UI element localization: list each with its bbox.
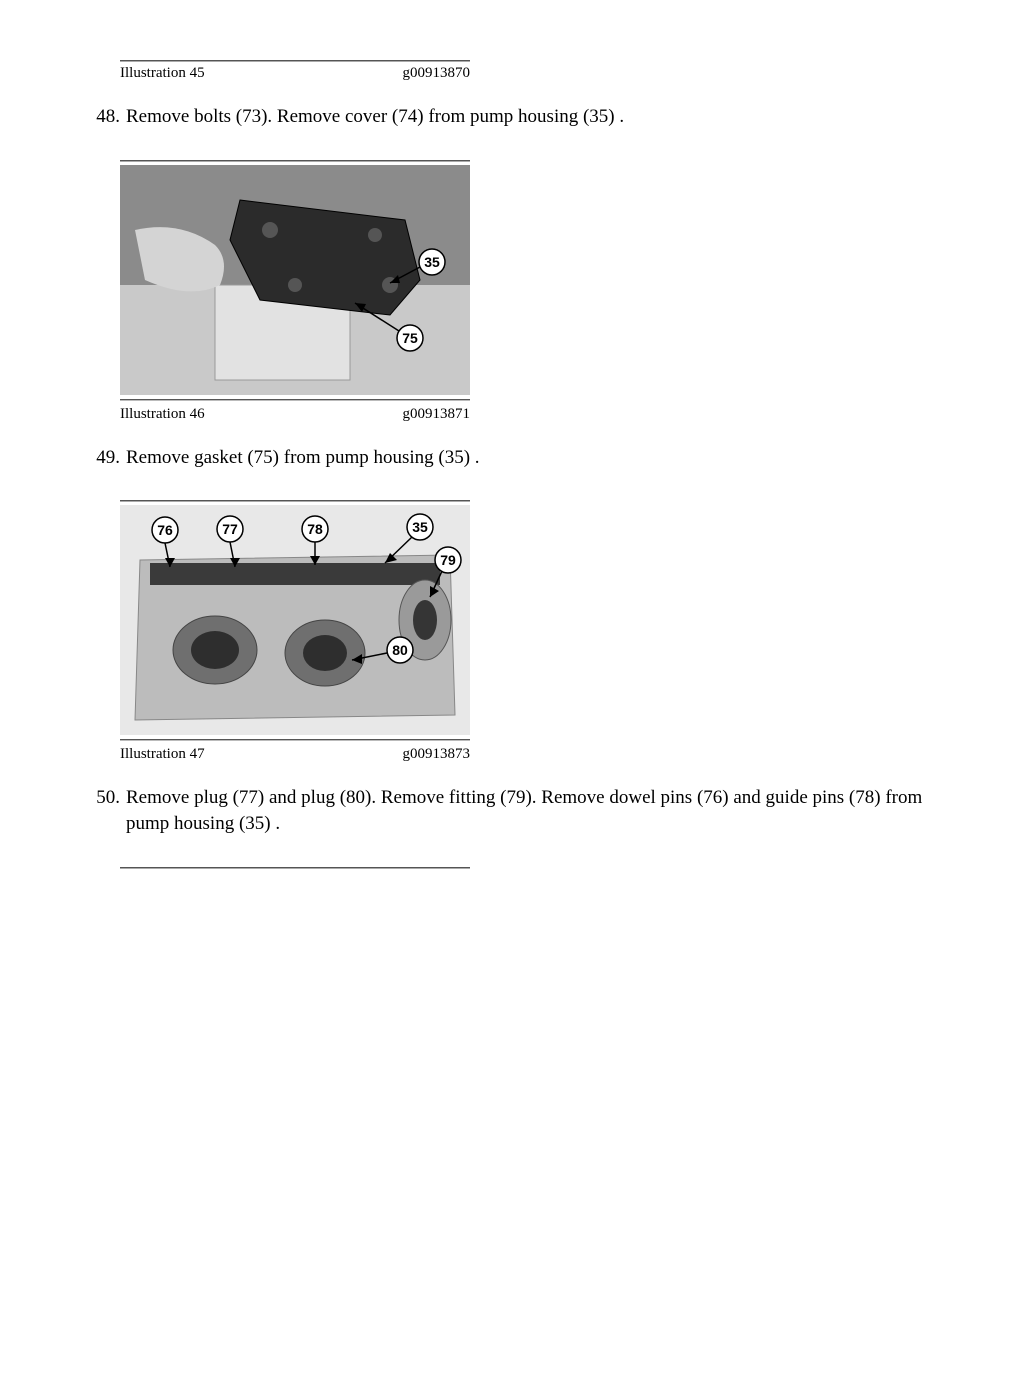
step-text: Remove gasket (75) from pump housing (35…: [126, 445, 944, 471]
figure-caption-row: Illustration 46 g00913871: [120, 406, 470, 423]
illustration-label: Illustration 45: [120, 65, 205, 82]
illustration-code: g00913871: [403, 406, 471, 423]
illustration-code: g00913873: [403, 746, 471, 763]
step-text: Remove bolts (73). Remove cover (74) fro…: [126, 104, 944, 130]
callout-35: 35: [412, 519, 428, 535]
step-text: Remove plug (77) and plug (80). Remove f…: [126, 785, 944, 836]
callout-77: 77: [222, 521, 238, 537]
figure-rule: [120, 399, 470, 400]
illustration-label: Illustration 46: [120, 406, 205, 423]
figure-rule: [120, 160, 470, 161]
figure-46-block: 35 75 Illustration 46 g00913871: [120, 160, 944, 423]
illustration-label: Illustration 47: [120, 746, 205, 763]
illustration-46-image: 35 75: [120, 165, 470, 395]
figure-45-block: Illustration 45 g00913870: [120, 60, 944, 82]
step-number: 48.: [80, 104, 126, 130]
figure-rule: [120, 867, 470, 868]
figure-caption-row: Illustration 45 g00913870: [120, 65, 470, 82]
figure-caption-row: Illustration 47 g00913873: [120, 746, 470, 763]
figure-rule: [120, 60, 470, 61]
callout-76: 76: [157, 522, 173, 538]
figure-rule: [120, 500, 470, 501]
step-49: 49. Remove gasket (75) from pump housing…: [80, 445, 944, 471]
callout-75: 75: [402, 330, 418, 346]
step-50: 50. Remove plug (77) and plug (80). Remo…: [80, 785, 944, 836]
callout-78: 78: [307, 521, 323, 537]
step-number: 50.: [80, 785, 126, 836]
step-48: 48. Remove bolts (73). Remove cover (74)…: [80, 104, 944, 130]
callout-35: 35: [424, 254, 440, 270]
figure-next-block: [120, 867, 944, 868]
callout-80: 80: [392, 642, 408, 658]
figure-rule: [120, 739, 470, 740]
callout-79: 79: [440, 552, 456, 568]
illustration-code: g00913870: [403, 65, 471, 82]
step-number: 49.: [80, 445, 126, 471]
figure-47-block: 76 77 78 35 79 80 Illustrati: [120, 500, 944, 763]
illustration-47-image: 76 77 78 35 79 80: [120, 505, 470, 735]
